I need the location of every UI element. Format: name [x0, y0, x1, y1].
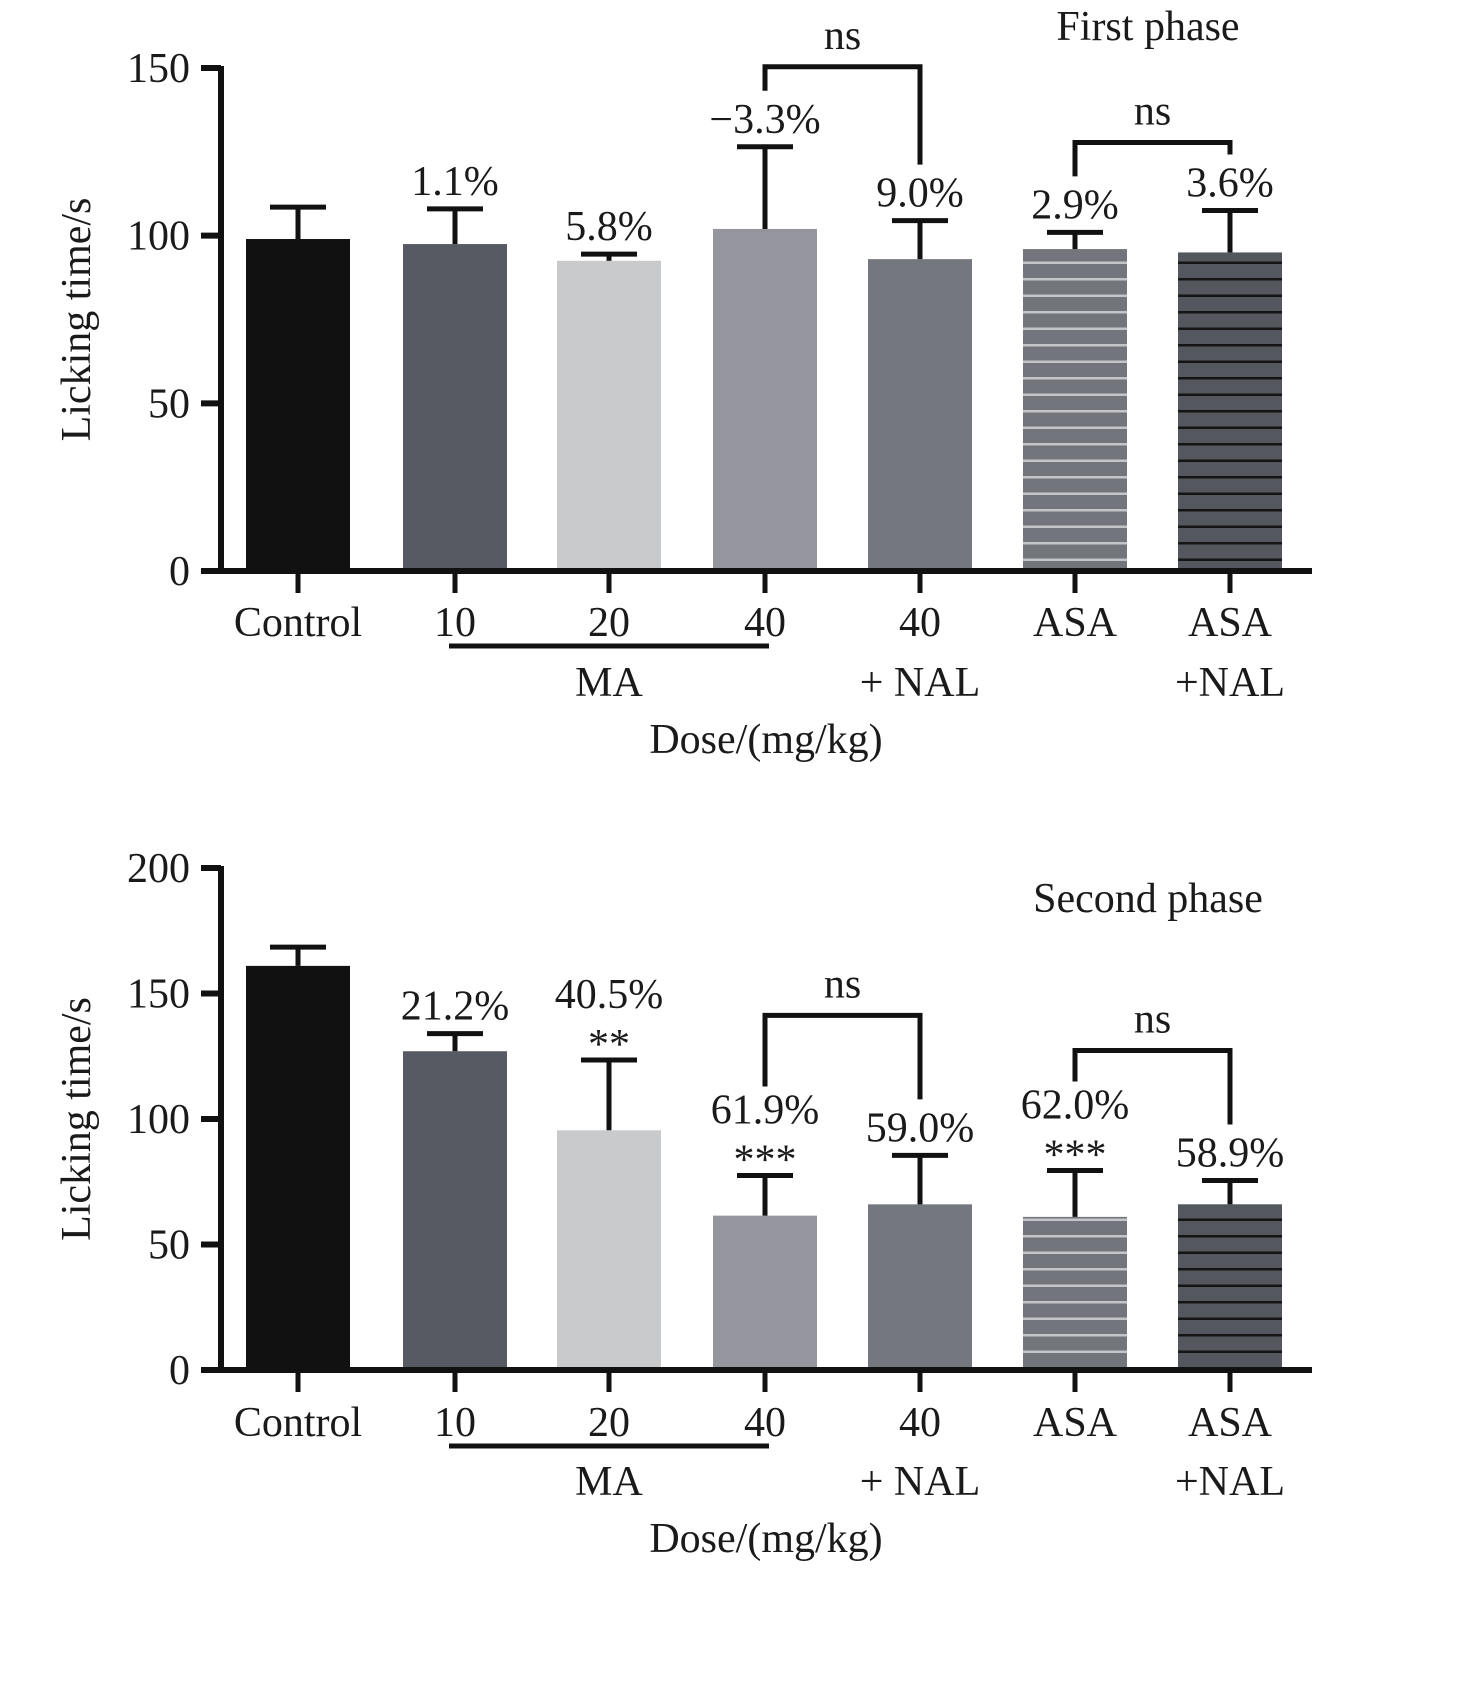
y-tick-label-2: 100: [127, 1097, 190, 1143]
panel-title: Second phase: [1033, 876, 1263, 922]
percent-label-6: 58.9%: [1176, 1130, 1285, 1176]
group-label: MA: [575, 660, 643, 706]
percent-label-4: 9.0%: [876, 171, 964, 217]
x-tick-label-5: ASA: [1033, 1400, 1118, 1446]
bracket-label-1: ns: [1134, 89, 1171, 135]
x-tick-label-2: 20: [588, 1400, 630, 1446]
x-tick-label-4: 40: [899, 1400, 941, 1446]
y-tick-label-1: 50: [148, 1223, 190, 1269]
y-axis-title: Licking time/s: [54, 997, 100, 1241]
bar-0: [246, 965, 350, 1370]
percent-label-1: 21.2%: [401, 984, 510, 1030]
panel-title: First phase: [1056, 4, 1239, 50]
x-tick-label-6: ASA: [1188, 600, 1273, 646]
bar-6: [1178, 1204, 1282, 1370]
significance-stars-2: **: [588, 1022, 630, 1068]
percent-label-4: 59.0%: [866, 1105, 975, 1151]
ns-bracket-0: [762, 64, 923, 165]
significance-stars-5: ***: [1044, 1132, 1107, 1178]
x-tick-label-1: 10: [434, 600, 476, 646]
bar-3: [713, 1215, 817, 1370]
bar-4: [868, 259, 972, 571]
y-tick-label-3: 150: [127, 46, 190, 92]
x-tick-label-4: 40: [899, 600, 941, 646]
bar-2: [557, 260, 661, 571]
x-tick-label-2: 20: [588, 600, 630, 646]
bar-1: [403, 1051, 507, 1370]
y-axis-title: Licking time/s: [54, 198, 100, 442]
bracket-label-0: ns: [824, 961, 861, 1007]
x-sublabel-4: + NAL: [860, 1459, 981, 1505]
percent-label-5: 62.0%: [1021, 1082, 1130, 1128]
percent-label-2: 5.8%: [565, 204, 653, 250]
x-sublabel-6: +NAL: [1175, 1459, 1285, 1505]
x-tick-label-3: 40: [744, 1400, 786, 1446]
y-tick-label-3: 150: [127, 972, 190, 1018]
ns-bracket-1: [1072, 1047, 1233, 1125]
first-phase-panel: 1.1% 5.8% −3.3% 9.0% 2.9% 3.6% ns ns 0 50 100 150 Co…: [54, 4, 1312, 763]
y-tick-label-1: 50: [148, 381, 190, 427]
y-tick-label-0: 0: [169, 549, 190, 595]
x-axis-title: Dose/(mg/kg): [649, 717, 882, 763]
x-sublabel-4: + NAL: [860, 660, 981, 706]
group-label: MA: [575, 1459, 643, 1505]
x-tick-label-6: ASA: [1188, 1400, 1273, 1446]
y-tick-label-2: 100: [127, 214, 190, 260]
bar-4: [868, 1204, 972, 1370]
y-tick-label-0: 0: [169, 1348, 190, 1394]
percent-label-6: 3.6%: [1186, 161, 1274, 207]
bar-3: [713, 228, 817, 571]
ns-bracket-0: [762, 1012, 923, 1100]
percent-label-1: 1.1%: [411, 159, 499, 205]
bar-0: [246, 239, 350, 571]
percent-label-3: −3.3%: [709, 97, 820, 143]
x-tick-label-5: ASA: [1033, 600, 1118, 646]
bar-6: [1178, 252, 1282, 571]
bar-5: [1023, 249, 1127, 571]
x-sublabel-6: +NAL: [1175, 660, 1285, 706]
bracket-label-1: ns: [1134, 996, 1171, 1042]
bracket-label-0: ns: [824, 13, 861, 59]
bar-2: [557, 1130, 661, 1370]
x-tick-label-3: 40: [744, 600, 786, 646]
x-tick-label-1: 10: [434, 1400, 476, 1446]
percent-label-5: 2.9%: [1031, 182, 1119, 228]
percent-label-3: 61.9%: [711, 1087, 820, 1133]
y-tick-label-4: 200: [127, 846, 190, 892]
x-axis-title: Dose/(mg/kg): [649, 1516, 882, 1562]
significance-stars-3: ***: [734, 1137, 797, 1183]
ns-bracket-1: [1072, 140, 1233, 177]
x-tick-label-0: Control: [234, 1400, 362, 1446]
percent-label-2: 40.5%: [555, 972, 664, 1018]
bar-5: [1023, 1216, 1127, 1370]
x-tick-label-0: Control: [234, 600, 362, 646]
bar-1: [403, 244, 507, 572]
second-phase-panel: 21.2% 40.5%61.9% 59.0% 62.0%58.9%***** ***ns…: [54, 846, 1312, 1562]
